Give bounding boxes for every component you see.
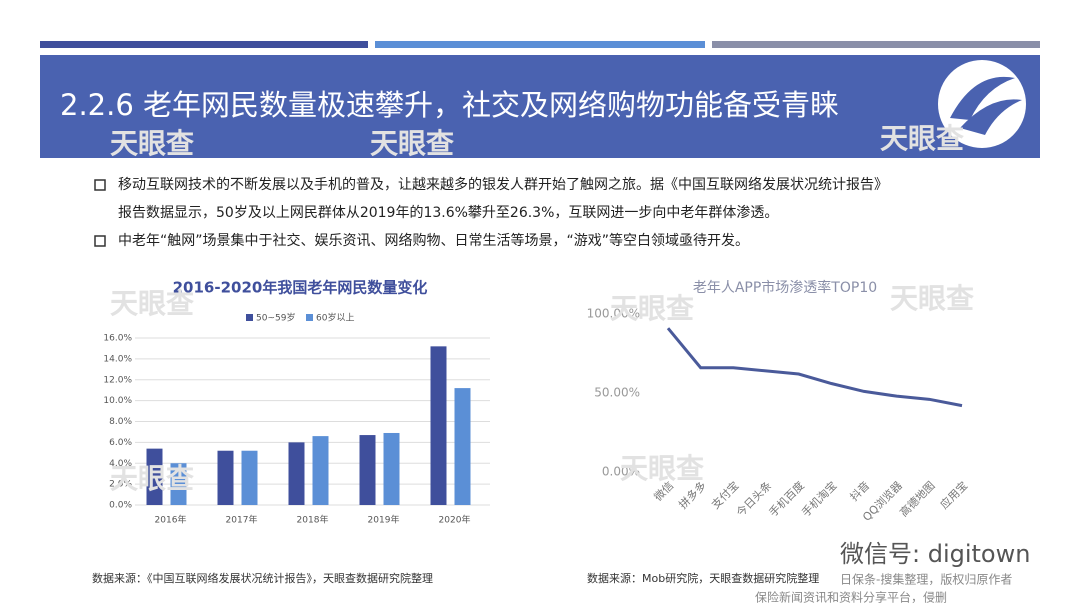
watermark: 天眼查 — [110, 462, 194, 495]
x-tick-label: 2020年 — [439, 514, 471, 526]
bullet-box — [94, 179, 106, 191]
legend-label: 50~59岁 — [256, 312, 295, 324]
bar — [359, 435, 376, 505]
y-tick-label: 4.0% — [109, 459, 132, 469]
y-tick-label: 12.0% — [103, 375, 132, 385]
line — [666, 327, 963, 408]
source: 数据来源：Mob研究院，天眼查数据研究院整理 — [587, 571, 819, 585]
stripe — [40, 41, 368, 48]
chart-title: 老年人APP市场渗透率TOP10 — [693, 279, 877, 296]
legend-swatch — [246, 314, 253, 321]
y-tick-label: 50.00% — [594, 386, 640, 400]
y-tick-label: 16.0% — [103, 334, 132, 344]
x-tick-label: 手机百度 — [766, 478, 807, 519]
watermark: 天眼查 — [110, 287, 194, 320]
bullet-text: 报告数据显示，50岁及以上网民群体从2019年的13.6%攀升至26.3%，互联… — [118, 205, 778, 221]
y-tick-label: 14.0% — [103, 354, 132, 364]
y-tick-label: 100.00% — [587, 307, 640, 321]
bullet-box — [94, 235, 106, 247]
watermark: 天眼查 — [370, 127, 454, 160]
watermark: 天眼查 — [890, 282, 974, 315]
bullet-text: 移动互联网技术的不断发展以及手机的普及，让越来越多的银发人群开始了触网之旅。据《… — [118, 176, 888, 193]
watermark: 天眼查 — [880, 122, 964, 155]
bullets: 移动互联网技术的不断发展以及手机的普及，让越来越多的银发人群开始了触网之旅。据《… — [94, 176, 888, 249]
x-tick-label: 高德地图 — [897, 478, 938, 519]
y-tick-label: 0.0% — [109, 501, 132, 511]
bar — [430, 346, 447, 505]
bar — [288, 442, 305, 505]
source: 数据来源：《中国互联网络发展状况统计报告》，天眼查数据研究院整理 — [92, 571, 433, 585]
y-tick-label: 8.0% — [109, 417, 132, 427]
wechat-id: 微信号: digitown — [840, 540, 1030, 568]
x-tick-label: 2017年 — [226, 514, 258, 526]
legend-swatch — [306, 314, 313, 321]
bar — [312, 436, 329, 505]
y-tick-label: 2.0% — [109, 480, 132, 490]
bar — [146, 448, 163, 505]
x-tick-label: 抖音 — [847, 478, 872, 503]
watermark: 天眼查 — [110, 127, 194, 160]
legend-label: 60岁以上 — [316, 312, 354, 324]
x-tick-label: 2019年 — [368, 514, 400, 526]
header-title: 2.2.6 老年网民数量极速攀升，社交及网络购物功能备受青睐 — [60, 88, 839, 122]
bar — [454, 388, 471, 505]
bullet-text: 中老年“触网”场景集中于社交、娱乐资讯、网络购物、日常生活等场景，“游戏”等空白… — [118, 232, 749, 249]
watermark-note: 保险新闻资讯和资料分享平台，侵删 — [755, 590, 947, 605]
bar — [241, 450, 258, 505]
x-tick-label: 应用宝 — [937, 478, 970, 511]
stripe — [375, 41, 705, 48]
stripe — [712, 41, 1040, 48]
watermark-note: 日保条-搜集整理，版权归原作者 — [840, 572, 1012, 587]
y-tick-label: 0.00% — [602, 465, 640, 479]
chart-title: 2016-2020年我国老年网民数量变化 — [173, 279, 428, 297]
x-tick-label: 2018年 — [297, 514, 329, 526]
logo — [938, 60, 1026, 148]
bar — [217, 450, 234, 505]
x-tick-label: 今日头条 — [733, 478, 774, 519]
y-tick-label: 10.0% — [103, 396, 132, 406]
watermark: 天眼查 — [620, 452, 704, 485]
bar — [383, 432, 400, 505]
header-band — [40, 55, 1040, 158]
y-tick-label: 6.0% — [109, 438, 132, 448]
bar — [170, 463, 187, 505]
bar-chart: 2016-2020年我国老年网民数量变化 50~59岁 60岁以上 0.0% 2.0% 4… — [103, 279, 490, 526]
watermark: 天眼查 — [610, 292, 694, 325]
watermarks: 天眼查 天眼查 天眼查 天眼查 天眼查 天眼查 天眼查 天眼查 — [110, 122, 974, 495]
x-tick-label: 手机淘宝 — [799, 478, 840, 519]
x-tick-label: 2016年 — [155, 514, 187, 526]
